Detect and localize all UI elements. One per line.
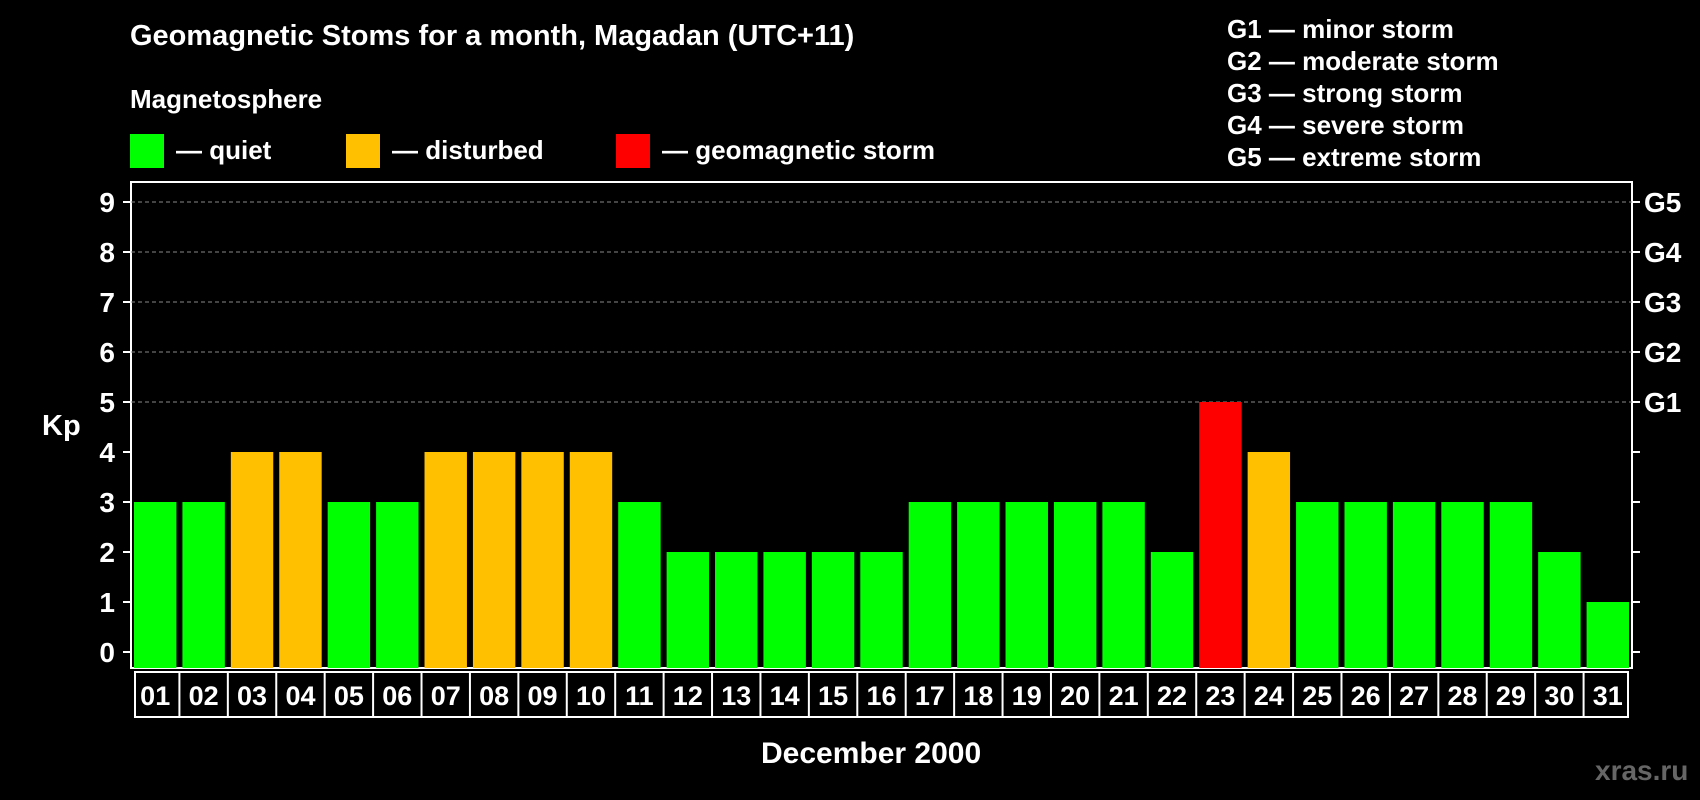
x-tick-label-17: 17 — [915, 681, 945, 711]
bar-day-29 — [1489, 502, 1533, 668]
right-tick-label-g1: G1 — [1644, 387, 1681, 418]
x-tick-label-28: 28 — [1448, 681, 1478, 711]
storm-level-g1: G1 — minor storm — [1227, 14, 1454, 44]
storm-level-g5: G5 — extreme storm — [1227, 142, 1482, 172]
bar-day-09 — [521, 452, 564, 668]
x-tick-label-11: 11 — [625, 681, 654, 711]
x-tick-label-21: 21 — [1109, 681, 1139, 711]
x-tick-label-26: 26 — [1351, 681, 1381, 711]
bar-day-23 — [1199, 402, 1242, 668]
x-tick-label-14: 14 — [770, 681, 800, 711]
x-tick-label-29: 29 — [1496, 681, 1526, 711]
bar-day-02 — [182, 502, 225, 668]
y-tick-label-9: 9 — [99, 187, 115, 218]
x-tick-label-06: 06 — [382, 681, 412, 711]
y-tick-label-3: 3 — [99, 487, 115, 518]
x-tick-label-10: 10 — [576, 681, 606, 711]
legend-label-storm: — geomagnetic storm — [662, 135, 936, 165]
bar-day-24 — [1247, 452, 1291, 668]
x-tick-label-16: 16 — [866, 681, 896, 711]
right-tick-label-g4: G4 — [1644, 237, 1682, 268]
y-axis-label: Kp — [42, 410, 81, 442]
bar-day-13 — [715, 552, 758, 668]
bar-day-04 — [279, 452, 322, 668]
bar-day-30 — [1538, 552, 1581, 668]
bar-day-15 — [811, 552, 855, 668]
x-tick-label-25: 25 — [1302, 681, 1332, 711]
x-tick-label-09: 09 — [528, 681, 558, 711]
y-tick-label-6: 6 — [99, 337, 115, 368]
x-tick-label-03: 03 — [237, 681, 267, 711]
storm-level-g3: G3 — strong storm — [1227, 78, 1463, 108]
y-tick-label-2: 2 — [99, 537, 115, 568]
x-tick-label-05: 05 — [334, 681, 364, 711]
y-tick-label-0: 0 — [99, 637, 115, 668]
y-tick-label-5: 5 — [99, 387, 115, 418]
bar-day-26 — [1344, 502, 1387, 668]
x-tick-label-19: 19 — [1012, 681, 1042, 711]
bar-day-18 — [957, 502, 1000, 668]
legend-swatch-quiet — [130, 134, 164, 168]
x-tick-label-02: 02 — [189, 681, 219, 711]
bar-day-20 — [1053, 502, 1097, 668]
legend-swatch-storm — [616, 134, 650, 168]
right-tick-label-g2: G2 — [1644, 337, 1681, 368]
bar-day-25 — [1296, 502, 1339, 668]
legend-swatch-disturbed — [346, 134, 380, 168]
x-tick-label-15: 15 — [818, 681, 848, 711]
watermark: xras.ru — [1595, 755, 1689, 786]
right-tick-label-g5: G5 — [1644, 187, 1681, 218]
bar-day-31 — [1586, 602, 1629, 668]
bar-day-17 — [908, 502, 952, 668]
bar-day-01 — [134, 502, 177, 668]
bar-day-10 — [569, 452, 613, 668]
bar-day-05 — [327, 502, 371, 668]
x-tick-label-31: 31 — [1593, 681, 1623, 711]
x-tick-label-13: 13 — [721, 681, 751, 711]
storm-level-g2: G2 — moderate storm — [1227, 46, 1499, 76]
bar-day-16 — [860, 552, 903, 668]
bar-day-03 — [230, 452, 274, 668]
storm-level-legend: G1 — minor storm G2 — moderate storm G3 … — [1227, 13, 1499, 173]
bar-day-11 — [618, 502, 661, 668]
x-tick-label-12: 12 — [673, 681, 703, 711]
bar-day-12 — [666, 552, 710, 668]
x-tick-label-01: 01 — [140, 681, 170, 711]
bar-day-06 — [376, 502, 419, 668]
x-tick-label-23: 23 — [1205, 681, 1235, 711]
bar-day-08 — [472, 452, 516, 668]
x-tick-label-20: 20 — [1060, 681, 1090, 711]
storm-level-g4: G4 — severe storm — [1227, 110, 1465, 140]
x-tick-label-08: 08 — [479, 681, 509, 711]
legend-label-quiet: — quiet — [176, 135, 272, 165]
legend-label-disturbed: — disturbed — [392, 135, 544, 165]
bar-day-21 — [1102, 502, 1145, 668]
x-tick-label-22: 22 — [1157, 681, 1187, 711]
y-tick-label-7: 7 — [99, 287, 115, 318]
x-tick-label-07: 07 — [431, 681, 461, 711]
bar-day-14 — [763, 552, 806, 668]
bar-day-27 — [1392, 502, 1436, 668]
x-tick-label-30: 30 — [1544, 681, 1574, 711]
bar-day-19 — [1005, 502, 1048, 668]
x-axis-box — [134, 671, 1629, 718]
y-tick-label-1: 1 — [99, 587, 115, 618]
bar-day-28 — [1441, 502, 1484, 668]
y-tick-label-4: 4 — [99, 437, 115, 468]
x-axis-label: December 2000 — [761, 737, 982, 770]
x-tick-label-04: 04 — [285, 681, 315, 711]
bar-day-07 — [424, 452, 467, 668]
y-tick-label-8: 8 — [99, 237, 115, 268]
x-tick-label-18: 18 — [963, 681, 993, 711]
x-tick-label-24: 24 — [1254, 681, 1284, 711]
bar-day-22 — [1150, 552, 1194, 668]
legend-subtitle: Magnetosphere — [130, 84, 323, 114]
right-tick-label-g3: G3 — [1644, 287, 1681, 318]
x-tick-label-27: 27 — [1399, 681, 1429, 711]
chart-title: Geomagnetic Stoms for a month, Magadan (… — [130, 20, 855, 52]
